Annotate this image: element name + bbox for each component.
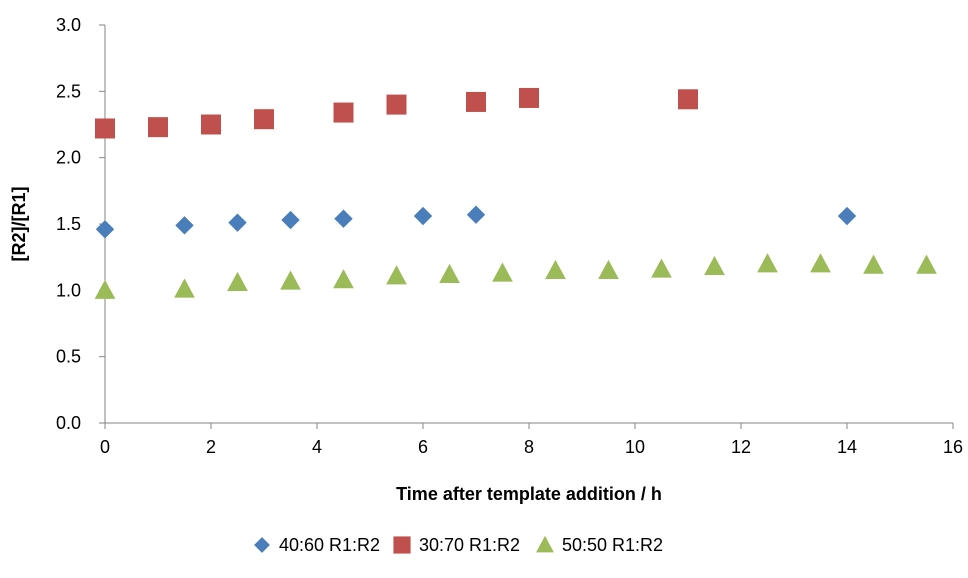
data-point-square — [386, 94, 407, 115]
data-point-triangle — [492, 262, 513, 282]
data-point-square — [254, 109, 274, 130]
x-tick-label: 2 — [206, 437, 216, 457]
x-tick-label: 14 — [837, 437, 857, 457]
data-point-diamond — [95, 220, 115, 239]
data-point-square — [466, 91, 486, 112]
y-tick-label: 1.0 — [56, 280, 81, 300]
y-tick-label: 2.0 — [56, 148, 81, 168]
data-point-triangle — [94, 279, 116, 299]
legend-label: 40:60 R1:R2 — [279, 535, 380, 555]
legend-label: 30:70 R1:R2 — [419, 535, 520, 555]
y-tick-label: 0.0 — [56, 413, 81, 433]
legend-item: 40:60 R1:R2 — [254, 535, 380, 555]
data-point-triangle — [757, 253, 778, 273]
data-point-triangle — [598, 259, 619, 280]
data-point-triangle — [227, 271, 248, 291]
data-point-triangle — [651, 258, 672, 278]
y-axis-title: [R2]/[R1] — [9, 187, 29, 262]
legend-marker-square — [393, 536, 411, 554]
data-point-diamond — [281, 210, 300, 230]
data-point-triangle — [333, 269, 354, 289]
data-point-triangle — [810, 253, 831, 273]
data-point-diamond — [466, 205, 486, 224]
series-triangle — [94, 253, 937, 299]
series-diamond — [95, 205, 857, 239]
data-point-triangle — [439, 263, 460, 283]
plot-area: 0.0 0.5 1.0 1.5 2.0 2.5 3.0 0 2 4 6 8 10 12 14 16 — [56, 15, 963, 457]
data-point-triangle — [863, 254, 884, 274]
x-tick-label: 8 — [524, 437, 534, 457]
legend-marker-diamond — [254, 537, 270, 553]
data-point-square — [95, 118, 115, 139]
data-point-diamond — [413, 206, 433, 226]
series-square — [95, 87, 698, 139]
data-point-diamond — [175, 216, 194, 235]
legend: 40:60 R1:R2 30:70 R1:R2 50:50 R1:R2 — [254, 535, 663, 555]
legend-item: 50:50 R1:R2 — [536, 535, 663, 555]
y-axis-ticks: 0.0 0.5 1.0 1.5 2.0 2.5 3.0 — [56, 15, 105, 433]
x-tick-label: 12 — [731, 437, 751, 457]
data-point-square — [678, 89, 698, 110]
data-point-square — [201, 114, 221, 135]
x-tick-label: 16 — [943, 437, 963, 457]
data-point-diamond — [334, 209, 353, 228]
x-axis-ticks: 0 2 4 6 8 10 12 14 16 — [100, 423, 963, 457]
data-point-diamond — [228, 213, 247, 232]
legend-marker-triangle — [536, 535, 554, 553]
x-axis-title: Time after template addition / h — [396, 484, 662, 504]
data-point-triangle — [174, 278, 195, 298]
x-tick-label: 6 — [418, 437, 428, 457]
legend-item: 30:70 R1:R2 — [393, 535, 520, 555]
data-point-diamond — [837, 206, 857, 226]
data-point-square — [333, 102, 354, 123]
x-tick-label: 0 — [100, 437, 110, 457]
data-point-square — [519, 87, 539, 108]
legend-label: 50:50 R1:R2 — [562, 535, 663, 555]
y-tick-label: 1.5 — [56, 214, 81, 234]
data-point-triangle — [916, 254, 937, 274]
x-tick-label: 4 — [312, 437, 322, 457]
y-tick-label: 0.5 — [56, 347, 81, 367]
y-tick-label: 3.0 — [56, 15, 81, 35]
data-point-triangle — [280, 270, 301, 290]
data-point-triangle — [704, 255, 725, 276]
series-layer — [94, 87, 937, 299]
y-tick-label: 2.5 — [56, 81, 81, 101]
data-point-triangle — [386, 265, 407, 285]
data-point-triangle — [545, 259, 566, 280]
data-point-square — [148, 117, 168, 138]
x-tick-label: 10 — [625, 437, 645, 457]
